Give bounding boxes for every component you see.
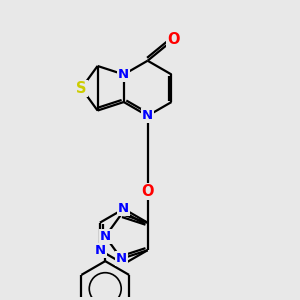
Text: O: O: [167, 32, 180, 47]
Text: N: N: [100, 230, 111, 243]
Text: N: N: [116, 252, 127, 265]
Text: N: N: [118, 68, 129, 81]
Text: N: N: [142, 109, 153, 122]
Text: S: S: [76, 81, 87, 96]
Text: N: N: [94, 244, 106, 257]
Text: N: N: [118, 202, 129, 215]
Text: O: O: [141, 184, 154, 199]
